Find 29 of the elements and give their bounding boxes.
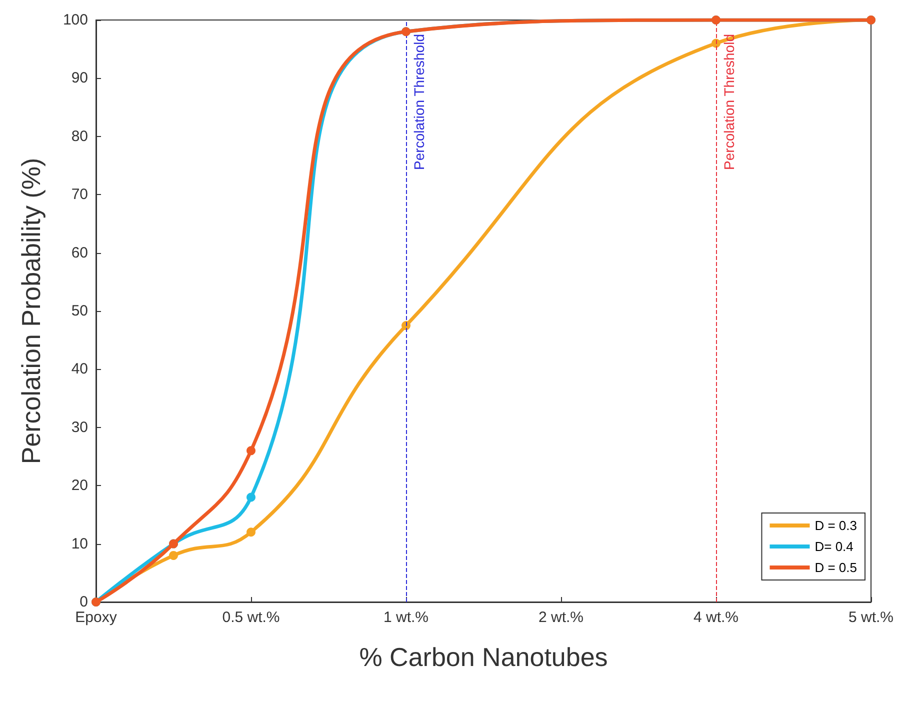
point bbox=[402, 321, 410, 330]
point bbox=[169, 550, 178, 560]
y-tick-label: 60 bbox=[71, 244, 88, 262]
x-tick-label: 2 wt.% bbox=[538, 609, 584, 626]
ref-line-label: Percolation Threshold bbox=[721, 34, 737, 170]
x-tick-label: 5 wt.% bbox=[848, 609, 894, 626]
point bbox=[246, 446, 256, 456]
y-tick-label: 30 bbox=[71, 418, 88, 436]
x-tick-label: 1 wt.% bbox=[383, 609, 429, 626]
y-tick-label: 90 bbox=[71, 70, 88, 87]
y-tick-label: 80 bbox=[71, 128, 88, 145]
ref-line-label: Percolation Threshold bbox=[411, 34, 427, 170]
y-tick-label: 50 bbox=[71, 302, 88, 320]
y-tick-label: 20 bbox=[71, 477, 88, 494]
legend-label: D = 0.5 bbox=[814, 560, 858, 575]
legend-label: D= 0.4 bbox=[814, 539, 854, 554]
point bbox=[246, 492, 256, 502]
x-tick-label: 4 wt.% bbox=[693, 609, 739, 626]
legend-label: D = 0.3 bbox=[814, 518, 858, 533]
y-tick-label: 70 bbox=[71, 186, 88, 204]
x-axis-title: % Carbon Nanotubes bbox=[359, 642, 608, 672]
x-tick-label: Epoxy bbox=[75, 609, 118, 626]
point bbox=[246, 528, 256, 537]
y-axis-title: Percolation Probability (%) bbox=[16, 158, 46, 464]
x-tick-label: 0.5 wt.% bbox=[222, 609, 280, 626]
y-tick-label: 10 bbox=[71, 535, 88, 552]
y-tick-label: 40 bbox=[71, 360, 88, 378]
y-tick-label: 100 bbox=[62, 12, 88, 28]
y-tick-label: 0 bbox=[80, 594, 88, 610]
